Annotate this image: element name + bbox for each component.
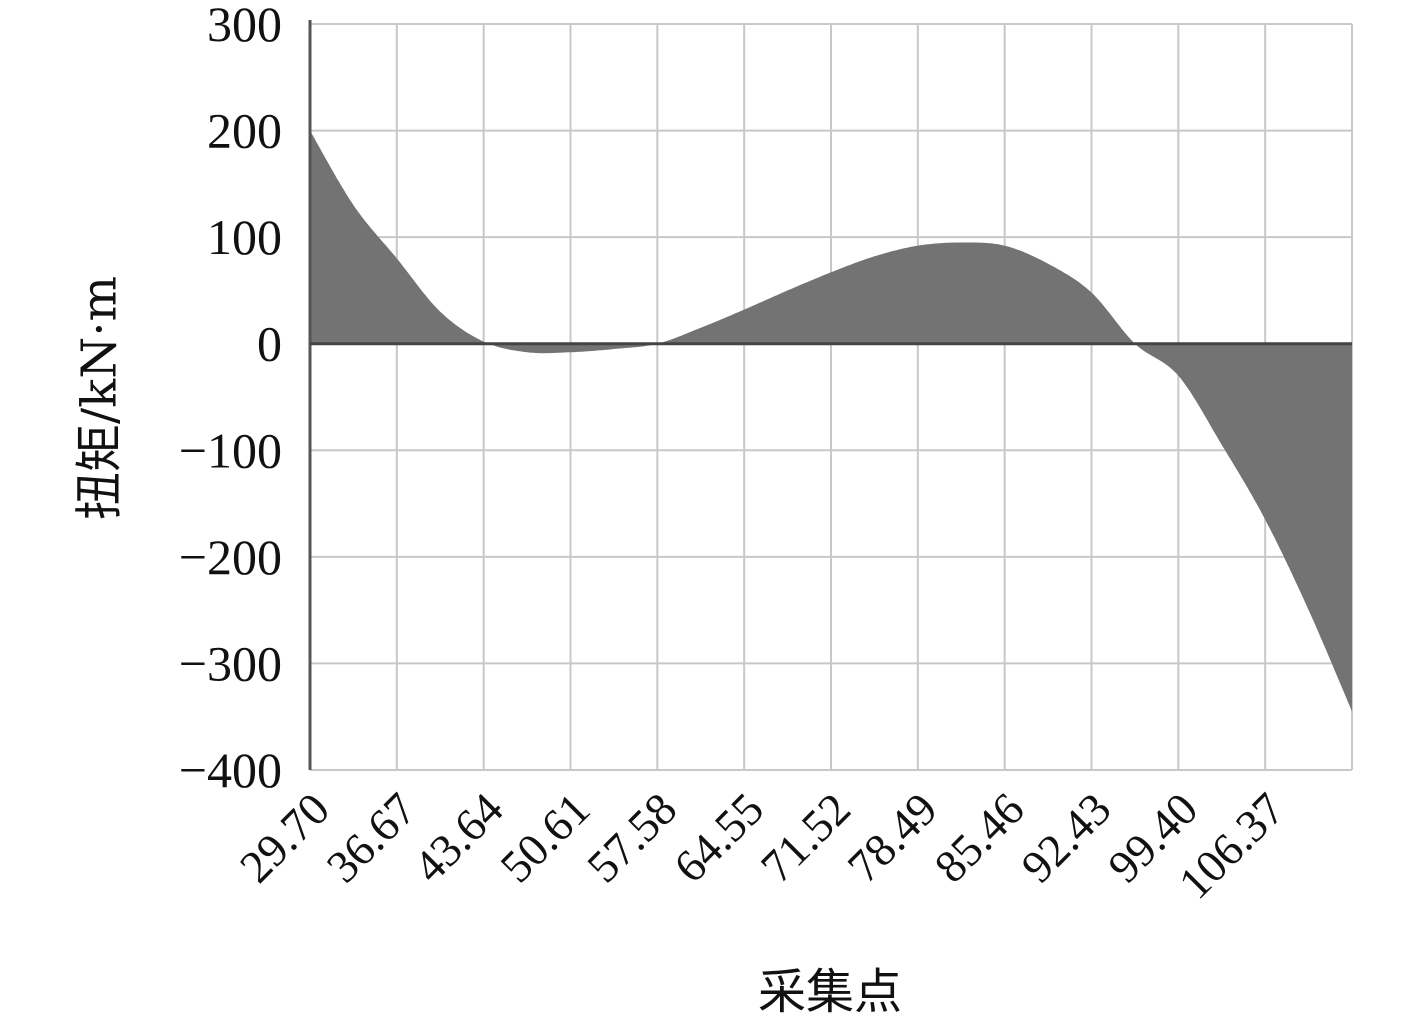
y-tick-label: 100 bbox=[207, 209, 282, 265]
grid-lines bbox=[310, 23, 1353, 771]
x-tick-labels: 29.7036.6743.6450.6157.5864.5571.5278.49… bbox=[230, 783, 1294, 909]
x-tick-label: 29.70 bbox=[230, 783, 339, 892]
x-tick-label: 36.67 bbox=[317, 783, 426, 892]
x-tick-label: 92.43 bbox=[1011, 783, 1120, 892]
x-axis-title: 采集点 bbox=[758, 964, 902, 1016]
y-tick-label: 200 bbox=[207, 103, 282, 159]
y-tick-label: −400 bbox=[179, 742, 282, 798]
x-tick-label: 78.49 bbox=[838, 783, 947, 892]
y-tick-label: 0 bbox=[257, 316, 282, 372]
y-tick-label: −200 bbox=[179, 529, 282, 585]
y-tick-label: −300 bbox=[179, 635, 282, 691]
x-tick-label: 71.52 bbox=[751, 783, 860, 892]
axes bbox=[308, 20, 1352, 770]
x-tick-label: 50.61 bbox=[490, 783, 599, 892]
y-axis-title: 扭矩/kN·m bbox=[72, 276, 128, 520]
y-tick-label: −100 bbox=[179, 422, 282, 478]
y-tick-label: 300 bbox=[207, 0, 282, 52]
x-tick-label: 85.46 bbox=[925, 783, 1034, 892]
x-tick-label: 57.58 bbox=[577, 783, 686, 892]
x-tick-label: 64.55 bbox=[664, 783, 773, 892]
x-tick-label: 43.64 bbox=[404, 783, 513, 892]
y-tick-labels: 300 200 100 0 −100 −200 −300 −400 bbox=[179, 0, 282, 798]
